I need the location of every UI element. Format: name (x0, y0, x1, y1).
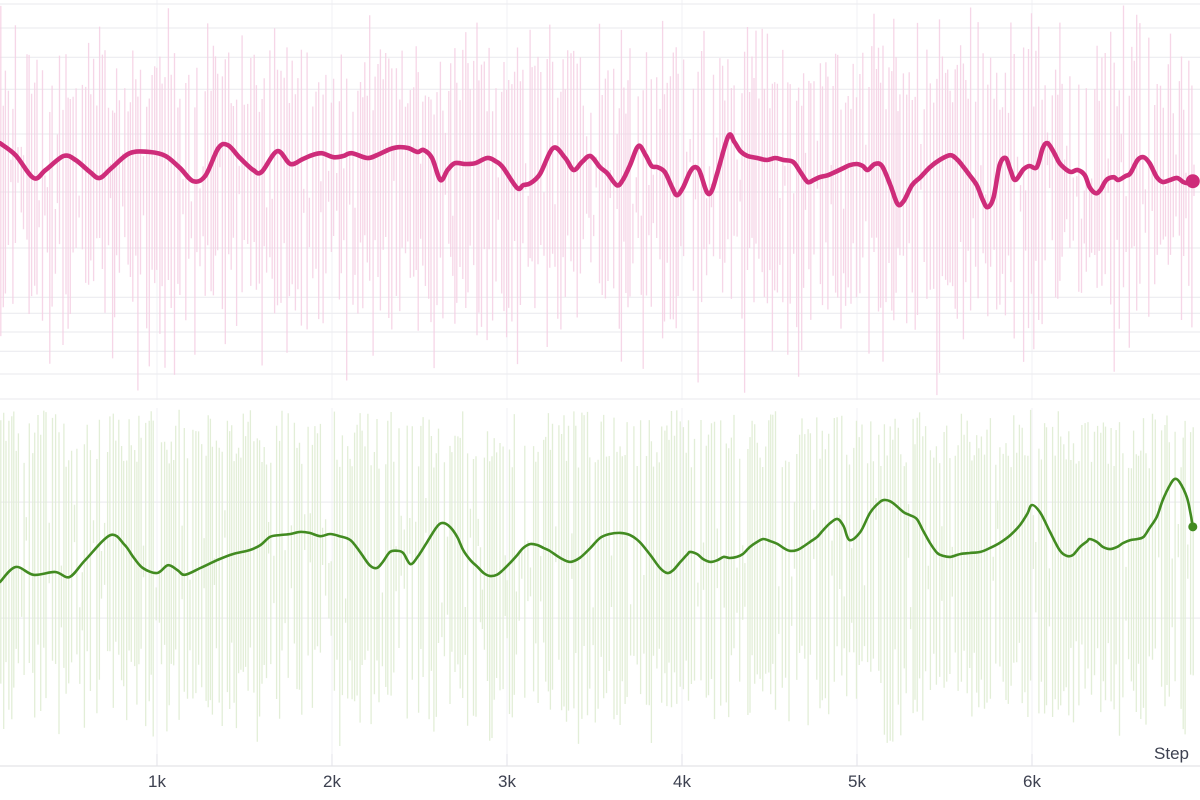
series-end-dot (1185, 174, 1200, 189)
raw-series-path (0, 409, 1194, 746)
x-axis-title: Step (1154, 744, 1189, 763)
x-tick-label: 4k (673, 772, 691, 791)
chart-panel-top[interactable] (0, 0, 1200, 400)
x-tick-label: 6k (1023, 772, 1041, 791)
series-end-dot (1188, 522, 1198, 532)
smoothed-series-path (0, 477, 1195, 584)
x-tick-label: 2k (323, 772, 341, 791)
smoothed-series-path (0, 132, 1196, 210)
x-axis-ticks: 1k 2k 3k 4k 5k 6k (148, 754, 1041, 791)
x-tick-label: 5k (848, 772, 866, 791)
raw-series-path (0, 5, 1195, 396)
x-axis: 1k 2k 3k 4k 5k 6k Step (0, 744, 1200, 791)
chart-panel-bottom[interactable] (0, 408, 1200, 766)
x-tick-label: 3k (498, 772, 516, 791)
x-tick-label: 1k (148, 772, 166, 791)
